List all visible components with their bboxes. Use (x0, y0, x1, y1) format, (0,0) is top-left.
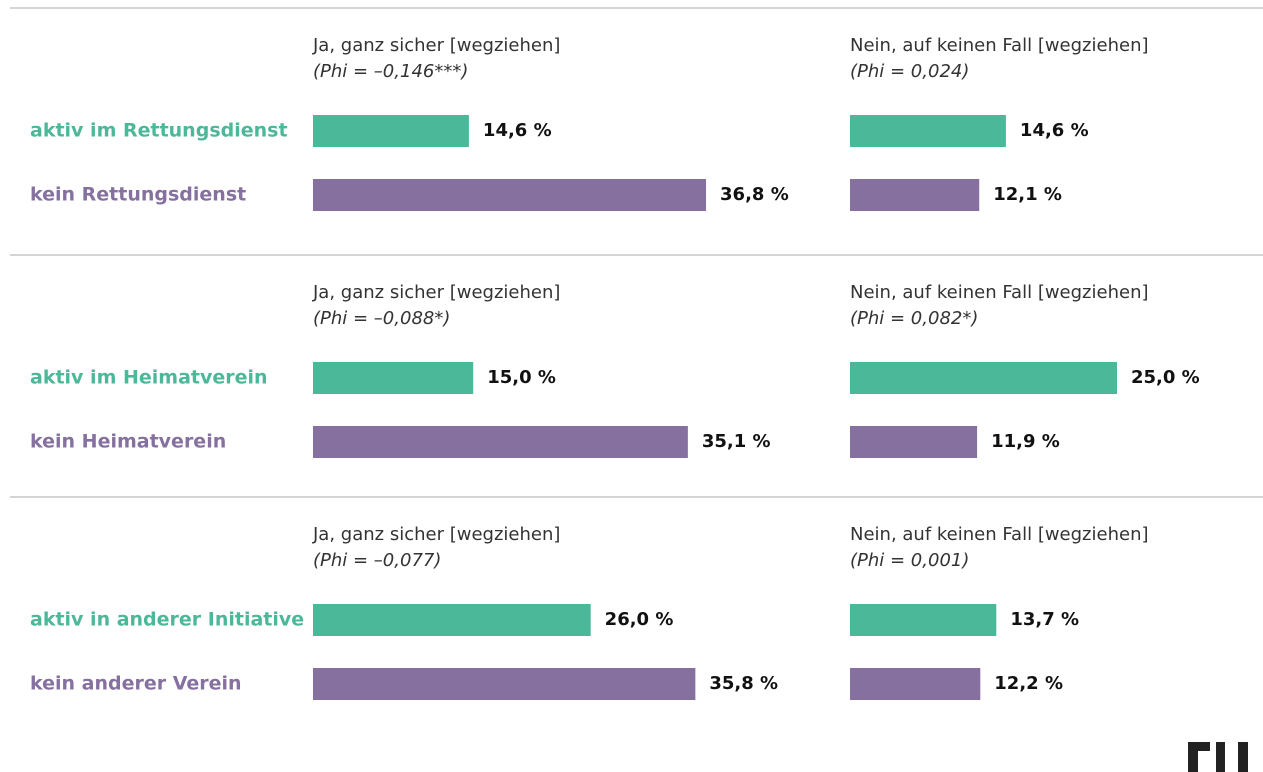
phi-annotation: (Phi = 0,024) (850, 61, 969, 82)
value-label: 12,2 % (994, 673, 1063, 694)
column-header: Nein, auf keinen Fall [wegziehen] (850, 35, 1149, 56)
column-header: Nein, auf keinen Fall [wegziehen] (850, 524, 1149, 545)
bar (313, 115, 469, 147)
bar (313, 604, 591, 636)
bar (313, 179, 707, 211)
category-label: aktiv im Rettungsdienst (30, 120, 288, 142)
value-label: 26,0 % (605, 609, 674, 630)
value-label: 25,0 % (1131, 367, 1200, 388)
column-header: Nein, auf keinen Fall [wegziehen] (850, 282, 1149, 303)
bar (850, 426, 978, 458)
value-label: 11,9 % (991, 431, 1060, 452)
bar (850, 604, 997, 636)
phi-annotation: (Phi = –0,088*) (313, 308, 450, 329)
bar (313, 426, 688, 458)
value-label: 14,6 % (1020, 120, 1089, 141)
category-label: kein anderer Verein (30, 673, 242, 695)
bar (313, 362, 474, 394)
category-label: kein Heimatverein (30, 431, 226, 453)
logo (1188, 742, 1248, 772)
value-label: 14,6 % (483, 120, 552, 141)
bar (850, 362, 1117, 394)
bar (313, 668, 696, 700)
phi-annotation: (Phi = –0,146***) (313, 61, 468, 82)
value-label: 36,8 % (720, 184, 789, 205)
value-label: 15,0 % (487, 367, 556, 388)
value-label: 35,8 % (709, 673, 778, 694)
bar (850, 179, 980, 211)
bar (850, 115, 1006, 147)
column-header: Ja, ganz sicher [wegziehen] (312, 524, 560, 545)
column-header: Ja, ganz sicher [wegziehen] (312, 282, 560, 303)
value-label: 12,1 % (993, 184, 1062, 205)
value-label: 35,1 % (702, 431, 771, 452)
bar (850, 668, 981, 700)
category-label: aktiv in anderer Initiative (30, 609, 304, 631)
column-header: Ja, ganz sicher [wegziehen] (312, 35, 560, 56)
phi-annotation: (Phi = 0,001) (850, 550, 969, 571)
category-label: aktiv im Heimatverein (30, 367, 268, 389)
category-label: kein Rettungsdienst (30, 184, 246, 206)
phi-annotation: (Phi = –0,077) (313, 550, 441, 571)
phi-annotation: (Phi = 0,082*) (850, 308, 978, 329)
value-label: 13,7 % (1010, 609, 1079, 630)
